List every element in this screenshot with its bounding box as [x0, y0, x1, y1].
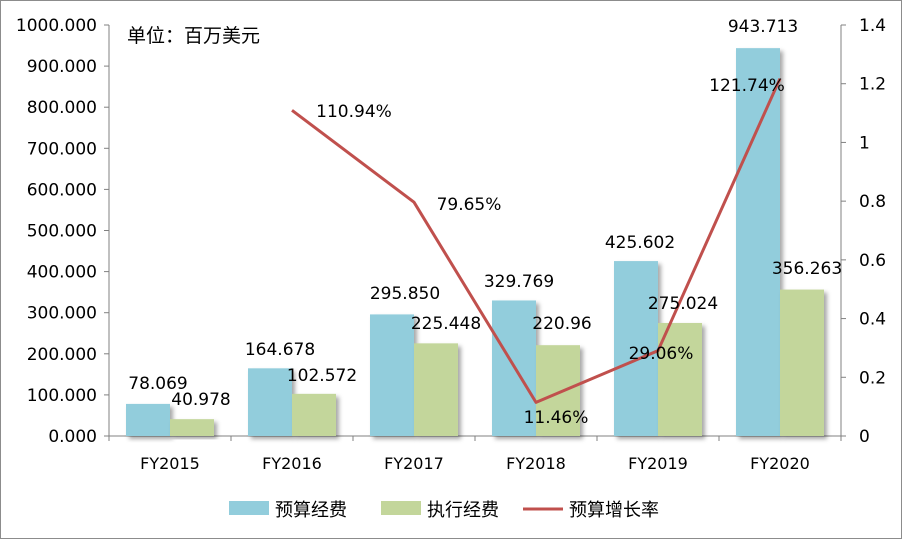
- x-tick-label: FY2019: [628, 454, 688, 473]
- bar-executed: [414, 343, 458, 436]
- left-tick-label: 700.000: [27, 139, 97, 159]
- bar-budget: [126, 403, 170, 436]
- x-tick-label: FY2016: [262, 454, 322, 473]
- legend-label: 预算增长率: [569, 500, 659, 521]
- executed-data-label: 275.024: [648, 294, 718, 314]
- bar-executed: [536, 345, 580, 436]
- right-tick-label: 0.4: [859, 310, 886, 330]
- right-tick-label: 0.2: [859, 368, 886, 388]
- left-tick-label: 400.000: [27, 263, 97, 283]
- x-tick-label: FY2020: [750, 454, 810, 473]
- executed-data-label: 356.263: [772, 259, 842, 279]
- bar-budget: [248, 368, 292, 436]
- budget-data-label: 295.850: [370, 284, 440, 304]
- budget-data-label: 164.678: [245, 340, 315, 360]
- right-tick-label: 0.8: [859, 192, 886, 212]
- left-tick-label: 800.000: [27, 98, 97, 118]
- legend-label: 预算经费: [275, 500, 347, 521]
- bar-executed: [658, 322, 702, 436]
- left-tick-label: 600.000: [27, 180, 97, 200]
- bar-executed: [170, 419, 214, 436]
- growth-rate-line: [291, 77, 782, 404]
- executed-data-label: 225.448: [411, 314, 481, 334]
- budget-data-label: 425.602: [605, 233, 675, 253]
- x-tick-label: FY2017: [384, 454, 444, 473]
- growth-rate-data-label: 121.74%: [709, 76, 785, 96]
- bar-budget: [736, 48, 780, 436]
- bar-budget: [614, 261, 658, 436]
- legend-swatch: [381, 501, 421, 515]
- x-tick-label: FY2018: [506, 454, 566, 473]
- left-tick-label: 900.000: [27, 57, 97, 77]
- bar-budget: [370, 314, 414, 436]
- growth-rate-data-label: 29.06%: [629, 344, 694, 364]
- budget-data-label: 78.069: [128, 374, 187, 394]
- right-tick-label: 1.2: [859, 75, 886, 95]
- growth-rate-data-label: 110.94%: [316, 102, 392, 122]
- executed-data-label: 40.978: [171, 390, 230, 410]
- left-tick-label: 100.000: [27, 386, 97, 406]
- budget-data-label: 943.713: [728, 17, 798, 37]
- right-tick-label: 0: [859, 427, 870, 447]
- left-tick-label: 0.000: [48, 427, 97, 447]
- bar-executed: [292, 393, 336, 436]
- budget-data-label: 329.769: [484, 272, 554, 292]
- right-tick-label: 1: [859, 133, 870, 153]
- executed-data-label: 102.572: [287, 366, 357, 386]
- left-tick-label: 200.000: [27, 345, 97, 365]
- growth-rate-data-label: 79.65%: [437, 195, 502, 215]
- right-tick-label: 1.4: [859, 16, 886, 36]
- executed-data-label: 220.96: [532, 314, 591, 334]
- growth-rate-data-label: 11.46%: [524, 408, 589, 428]
- x-tick-label: FY2015: [140, 454, 200, 473]
- right-tick-label: 0.6: [859, 251, 886, 271]
- left-tick-label: 1000.000: [16, 16, 97, 36]
- bar-executed: [780, 289, 824, 436]
- left-tick-label: 500.000: [27, 222, 97, 242]
- legend-swatch: [229, 501, 269, 515]
- left-tick-label: 300.000: [27, 304, 97, 324]
- legend-label: 执行经费: [427, 500, 499, 521]
- unit-label: 单位：百万美元: [127, 25, 261, 47]
